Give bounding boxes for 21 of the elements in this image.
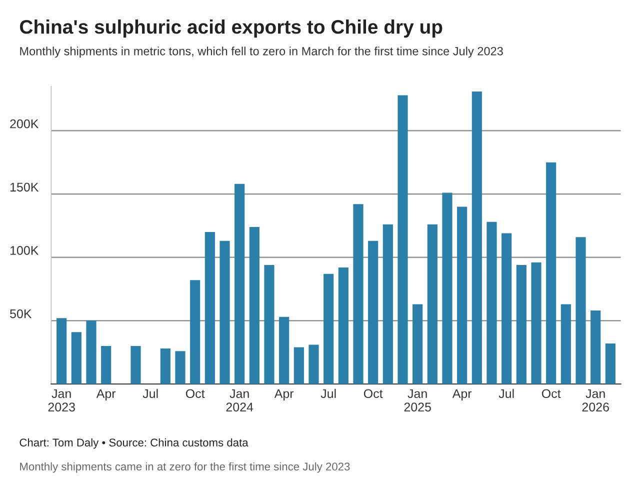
x-tick-label: Oct bbox=[186, 389, 205, 398]
chart-subtitle: Monthly shipments in metric tons, which fell to zero in March for the first time since July 2023 bbox=[20, 46, 503, 58]
x-tick-label: Apr bbox=[96, 389, 116, 401]
x-tick-label: Jul bbox=[142, 388, 158, 398]
text: Chart: Tom Daly • Source: China customs data bbox=[20, 438, 248, 449]
x-tick-label: Jul bbox=[498, 388, 514, 398]
x-tick-label: Jan 2023 bbox=[48, 389, 75, 412]
x-tick-label: Apr bbox=[274, 389, 294, 401]
y-tick-label: 150K bbox=[10, 182, 39, 192]
chart-title: China's sulphuric acid exports to Chile dry up bbox=[20, 20, 442, 38]
y-tick-label: 100K bbox=[10, 246, 39, 255]
x-tick-label: Oct bbox=[542, 389, 561, 398]
x-tick-label: Oct bbox=[364, 389, 383, 398]
x-tick-label: Jan 2025 bbox=[404, 389, 431, 412]
y-tick-label: 200K bbox=[10, 119, 39, 128]
x-tick-label: Jul bbox=[320, 388, 336, 398]
text: Monthly shipments came in at zero for the first time since July 2023 bbox=[20, 462, 350, 473]
x-tick-label: Apr bbox=[452, 389, 472, 401]
x-tick-label: Jan 2026 bbox=[582, 389, 609, 412]
x-tick-label: Jan 2024 bbox=[226, 389, 254, 412]
y-tick-label: 50K bbox=[10, 309, 32, 318]
